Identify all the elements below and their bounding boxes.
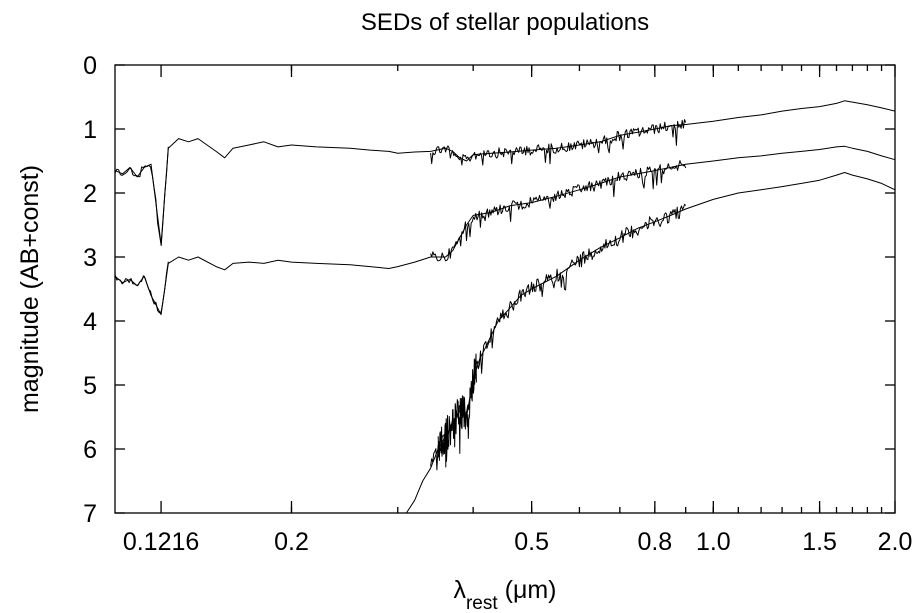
sed-noise-1-2 — [114, 146, 169, 246]
sed-noise-2-2 — [114, 261, 169, 314]
series-layer — [114, 100, 896, 514]
sed-noise-2-1 — [430, 160, 687, 262]
y-axis: 0 1 2 3 4 5 6 7 — [83, 52, 895, 528]
y-axis-label: magnitude (AB+const) — [16, 165, 44, 413]
x-tick-label: 0.8 — [637, 528, 672, 556]
sed-line-1 — [114, 100, 896, 245]
y-tick-label: 7 — [83, 500, 97, 528]
x-label-base: λ — [453, 576, 466, 604]
plot-frame — [114, 64, 896, 514]
sed-noise-3-2 — [437, 353, 477, 468]
x-tick-label: 2.0 — [878, 528, 913, 556]
x-tick-label: 0.2 — [274, 528, 309, 556]
x-label-subscript: rest — [466, 593, 498, 613]
y-tick-label: 1 — [83, 116, 97, 144]
x-axis-label: λrest (μm) — [453, 576, 556, 613]
y-tick-label: 3 — [83, 244, 97, 272]
y-tick-label: 2 — [83, 180, 97, 208]
x-axis: 0.1216 0.2 0.5 0.8 1.0 1.5 2.0 — [123, 65, 913, 556]
chart-title: SEDs of stellar populations — [361, 9, 649, 36]
x-tick-label: 1.0 — [696, 528, 731, 556]
sed-noise-1-1 — [430, 119, 687, 166]
y-tick-label: 5 — [83, 372, 97, 400]
x-tick-label: 0.5 — [514, 528, 549, 556]
x-tick-label: 1.5 — [802, 528, 837, 556]
x-tick-label: 0.1216 — [123, 528, 199, 556]
y-tick-label: 0 — [83, 52, 97, 80]
y-tick-label: 4 — [83, 308, 97, 336]
y-tick-label: 6 — [83, 436, 97, 464]
x-label-unit: (μm) — [498, 576, 557, 604]
sed-line-2 — [114, 145, 896, 316]
